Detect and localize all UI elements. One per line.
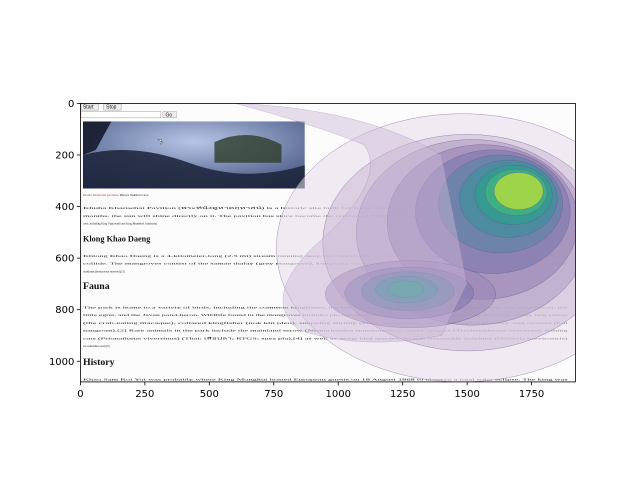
url-input [80, 111, 162, 119]
y-tick-label: 800 [55, 305, 74, 316]
x-tick-label: 250 [135, 389, 154, 400]
y-tick-label: 400 [55, 202, 74, 213]
stop-button-label: Stop [106, 105, 117, 111]
start-button [80, 103, 99, 111]
paragraph-line: Khao Sam Roi Yot was probably where King… [83, 378, 570, 382]
stop-button [103, 103, 122, 111]
section-heading: Klong Khao Daeng [83, 234, 151, 243]
x-tick-label: 0 [77, 389, 83, 400]
go-button [162, 111, 177, 119]
cave-photo-pavilion [214, 134, 282, 163]
paragraph-line: chakhram (herbaceous seaweed).[3] [83, 269, 125, 273]
x-tick-label: 1500 [454, 389, 479, 400]
cave-photo-wall [82, 121, 112, 155]
y-tick-label: 600 [55, 254, 74, 265]
paragraph-line: cave, including King Vajiravudh and King… [83, 222, 158, 226]
section-heading: Fauna [83, 281, 110, 292]
caption-text: , Phraya Nakhon Cave [118, 193, 149, 198]
y-tick-label: 200 [55, 150, 74, 161]
y-tick-label: 0 [68, 99, 74, 110]
caption-link[interactable]: Khaho Khanohat pavilion [83, 193, 118, 197]
y-axis: 0 200 400 600 800 1000 [49, 99, 81, 368]
density-contour-tail [235, 103, 468, 343]
x-tick-label: 1000 [325, 389, 350, 400]
density-contour-lower [387, 280, 425, 298]
y-tick-label: 1000 [49, 357, 74, 368]
axes-frame [80, 103, 576, 383]
start-button-label: Start [83, 105, 94, 111]
cursor-icon [157, 139, 163, 145]
density-overlay [235, 103, 576, 382]
x-tick-label: 1750 [519, 389, 544, 400]
section-heading: History [83, 357, 115, 368]
x-tick-label: 1250 [390, 389, 415, 400]
cave-photo-rock [82, 150, 305, 189]
x-tick-label: 750 [264, 389, 283, 400]
go-button-label: Go [165, 112, 172, 118]
x-axis: 0 250 500 750 1000 1250 1500 1750 [77, 381, 544, 400]
photo-caption: Khaho Khanohat pavilion, Phraya Nakhon C… [83, 193, 149, 198]
plot-area: Start Stop Go Khaho Khanohat pavilion, Phra… [80, 103, 576, 382]
density-contour-upper [493, 172, 544, 210]
x-tick-label: 500 [200, 389, 219, 400]
paragraph-line: are sometimes seen.[6] [83, 344, 110, 348]
